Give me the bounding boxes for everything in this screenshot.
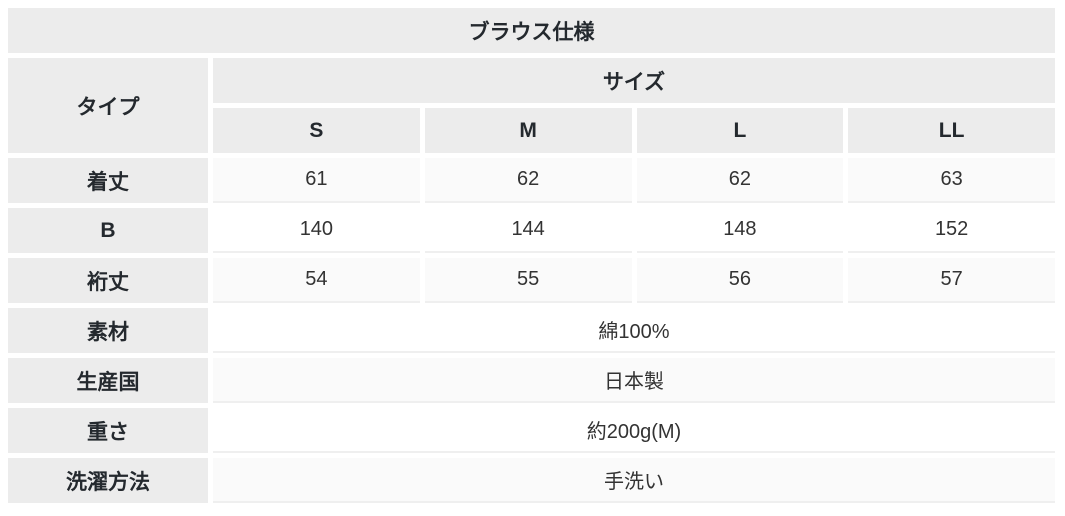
row-label: 重さ: [8, 408, 208, 453]
value-cell: 140: [213, 208, 420, 253]
table-row-washing: 洗濯方法 手洗い: [8, 458, 1055, 503]
value-cell: 61: [213, 158, 420, 203]
value-cell: 63: [848, 158, 1055, 203]
size-col-header-ll: LL: [848, 108, 1055, 153]
value-cell: 55: [424, 258, 632, 303]
value-cell: 152: [848, 208, 1055, 253]
size-group-row: タイプ サイズ: [8, 58, 1055, 153]
row-label: 生産国: [8, 358, 208, 403]
value-cell: 56: [636, 258, 844, 303]
value-cell: 57: [848, 258, 1055, 303]
row-label: 裄丈: [8, 258, 208, 303]
value-cell: 148: [636, 208, 844, 253]
value-cell: 144: [424, 208, 632, 253]
table-row-country: 生産国 日本製: [8, 358, 1055, 403]
type-header-cell: タイプ: [8, 58, 208, 153]
row-label: B: [8, 208, 208, 253]
title-row: ブラウス仕様: [8, 8, 1055, 53]
value-cell: 54: [213, 258, 420, 303]
table-row-kitake: 着丈 61 62 62 63: [8, 158, 1055, 203]
value-cell-wide: 約200g(M): [213, 408, 1055, 453]
table-row-material: 素材 綿100%: [8, 308, 1055, 353]
value-cell: 62: [424, 158, 632, 203]
size-col-header-s: S: [213, 108, 420, 153]
table-row-yukitake: 裄丈 54 55 56 57: [8, 258, 1055, 303]
value-cell-wide: 綿100%: [213, 308, 1055, 353]
size-columns-row: S M L LL: [8, 108, 1055, 153]
size-col-header-m: M: [424, 108, 632, 153]
size-col-header-l: L: [636, 108, 844, 153]
value-cell-wide: 手洗い: [213, 458, 1055, 503]
value-cell-wide: 日本製: [213, 358, 1055, 403]
table-title: ブラウス仕様: [8, 8, 1055, 53]
row-label: 洗濯方法: [8, 458, 208, 503]
size-group-header-cell: サイズ: [213, 58, 1055, 103]
table-row-bust: B 140 144 148 152: [8, 208, 1055, 253]
table-row-weight: 重さ 約200g(M): [8, 408, 1055, 453]
value-cell: 62: [636, 158, 844, 203]
row-label: 素材: [8, 308, 208, 353]
blouse-spec-table: ブラウス仕様 タイプ サイズ S M L LL 着丈 61 62 62 63 B…: [3, 3, 1060, 508]
row-label: 着丈: [8, 158, 208, 203]
